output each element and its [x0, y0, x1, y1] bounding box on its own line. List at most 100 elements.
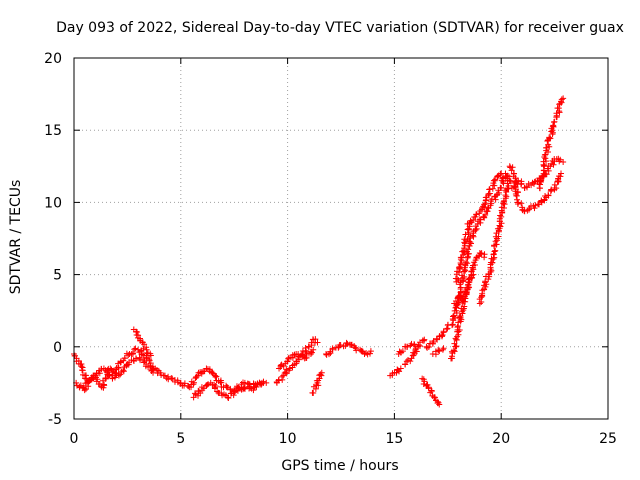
data-point — [284, 358, 291, 365]
data-point — [285, 355, 292, 362]
data-point — [85, 378, 92, 385]
data-point — [543, 144, 550, 151]
data-point — [397, 365, 404, 372]
data-point — [80, 371, 87, 378]
data-point — [473, 225, 480, 232]
x-tick-label: 10 — [279, 431, 297, 447]
data-point — [143, 349, 150, 356]
data-point — [509, 164, 516, 171]
data-point — [282, 369, 289, 376]
data-point — [500, 174, 507, 181]
data-point — [464, 226, 471, 233]
grid-lines — [74, 58, 608, 419]
data-point — [550, 161, 557, 168]
data-point — [459, 275, 466, 282]
data-point — [477, 216, 484, 223]
y-tick-label: 10 — [44, 195, 62, 211]
data-point — [132, 345, 139, 352]
data-point — [278, 373, 285, 380]
data-point — [204, 381, 211, 388]
data-point — [443, 326, 450, 333]
data-point — [514, 200, 521, 207]
data-point — [181, 380, 188, 387]
data-point — [415, 341, 422, 348]
data-point — [425, 343, 432, 350]
data-point — [289, 354, 296, 361]
data-point — [465, 246, 472, 253]
data-point — [541, 151, 548, 158]
data-point — [464, 284, 471, 291]
data-point — [258, 379, 265, 386]
axis-ticks: 0 5 10 15 20 25 -5 0 5 10 15 20 — [44, 51, 617, 447]
data-point — [545, 192, 552, 199]
data-point — [489, 259, 496, 266]
data-point — [454, 324, 461, 331]
data-point — [497, 171, 504, 178]
data-point — [436, 401, 443, 408]
data-point — [439, 346, 446, 353]
data-point — [343, 339, 350, 346]
data-point — [464, 260, 471, 267]
data-point — [514, 177, 521, 184]
data-point — [453, 300, 460, 307]
data-point — [407, 358, 414, 365]
data-point — [436, 347, 443, 354]
data-point — [531, 178, 538, 185]
data-point — [497, 184, 504, 191]
data-point — [495, 189, 502, 196]
data-point — [558, 170, 565, 177]
data-point — [470, 217, 477, 224]
data-point — [120, 368, 127, 375]
x-tick-label: 25 — [599, 431, 617, 447]
data-point — [464, 236, 471, 243]
data-point — [403, 343, 410, 350]
data-point — [472, 227, 479, 234]
data-point — [493, 241, 500, 248]
data-point — [539, 173, 546, 180]
data-point — [463, 259, 470, 266]
data-point — [550, 122, 557, 129]
data-point — [318, 369, 325, 376]
data-point — [498, 213, 505, 220]
data-point — [100, 381, 107, 388]
data-point — [506, 163, 513, 170]
data-point — [205, 381, 212, 388]
data-point — [194, 372, 201, 379]
data-point — [190, 379, 197, 386]
data-point — [421, 336, 428, 343]
data-point — [432, 351, 439, 358]
data-point — [283, 366, 290, 373]
data-point — [546, 134, 553, 141]
data-point — [191, 390, 198, 397]
data-point — [460, 293, 467, 300]
data-point — [439, 331, 446, 338]
data-point — [230, 392, 237, 399]
data-point — [79, 367, 86, 374]
data-point — [286, 365, 293, 372]
data-point — [326, 351, 333, 358]
data-point — [308, 349, 315, 356]
data-point — [481, 254, 488, 261]
data-point — [488, 267, 495, 274]
data-point — [125, 352, 132, 359]
data-point — [541, 197, 548, 204]
data-point — [450, 312, 457, 319]
data-point — [560, 95, 567, 102]
data-point — [439, 333, 446, 340]
data-point — [514, 196, 521, 203]
y-tick-label: -5 — [48, 412, 62, 428]
data-point — [212, 374, 219, 381]
data-point — [115, 364, 122, 371]
data-point — [550, 119, 557, 126]
data-point — [150, 369, 157, 376]
x-axis-label: GPS time / hours — [281, 458, 398, 474]
data-point — [212, 383, 219, 390]
data-point — [112, 369, 119, 376]
data-point — [543, 158, 550, 165]
data-point — [478, 250, 485, 257]
data-point — [481, 204, 488, 211]
x-tick-label: 0 — [70, 431, 79, 447]
data-point — [224, 394, 231, 401]
data-point — [481, 282, 488, 289]
